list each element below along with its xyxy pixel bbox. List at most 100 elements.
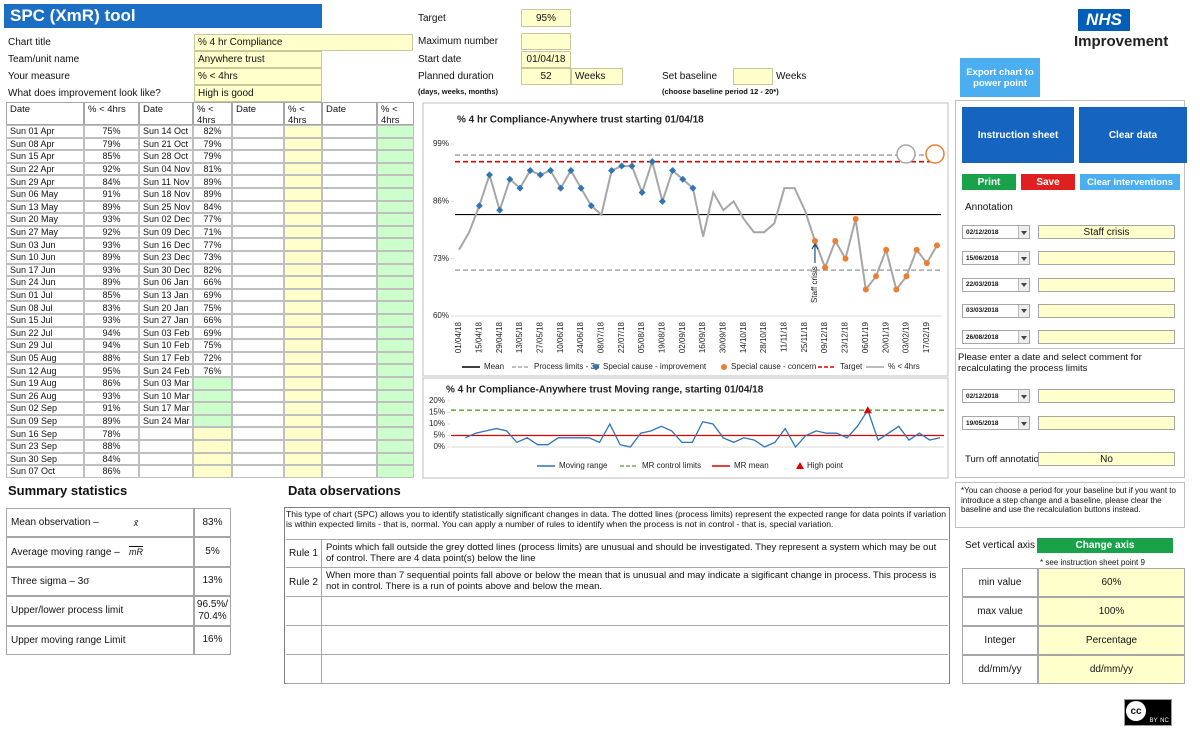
dropdown-arrow[interactable] — [1018, 226, 1029, 238]
table-value — [193, 389, 232, 403]
start-value[interactable]: 01/04/18 — [521, 51, 571, 68]
date-dropdown[interactable]: 26/08/2018 — [962, 330, 1030, 345]
field-value[interactable]: High is good — [194, 85, 322, 102]
dropdown-arrow[interactable] — [1018, 331, 1029, 344]
table-date: Sun 23 Sep — [6, 440, 84, 453]
axis-name: Integer — [962, 626, 1038, 655]
date-dropdown[interactable]: 02/12/2018 — [962, 389, 1030, 403]
max-value[interactable] — [521, 33, 571, 50]
legend-label: Process limits - 3σ — [534, 362, 600, 371]
table-value: 77% — [193, 213, 232, 226]
axis-value[interactable]: 60% — [1038, 568, 1185, 597]
change-axis-button[interactable]: Change axis — [1037, 538, 1173, 553]
dropdown-arrow[interactable] — [1018, 252, 1029, 265]
table-date — [232, 162, 284, 176]
x-tick-label: 29/04/18 — [495, 321, 504, 353]
table-date: Sun 24 Mar — [139, 414, 193, 428]
clear-data-button[interactable]: Clear data — [1079, 107, 1187, 163]
table-value: 83% — [84, 301, 139, 314]
baseline-label: Set baseline — [662, 71, 718, 82]
table-date — [232, 377, 284, 390]
target-value[interactable]: 95% — [521, 9, 571, 27]
date-dropdown[interactable]: 15/06/2018 — [962, 251, 1030, 266]
axis-value[interactable]: Percentage — [1038, 626, 1185, 655]
table-value — [377, 150, 414, 163]
clear-interventions-button[interactable]: Clear interventions — [1080, 174, 1180, 190]
dropdown-arrow[interactable] — [1018, 304, 1029, 317]
legend-marker — [592, 363, 600, 371]
table-date: Sun 11 Nov — [139, 175, 193, 188]
axis-name: dd/mm/yy — [962, 655, 1038, 684]
table-date: Sun 30 Sep — [6, 452, 84, 466]
marker-diamond — [577, 184, 585, 192]
duration-value[interactable]: 52 — [521, 68, 571, 85]
table-date: Sun 15 Jul — [6, 314, 84, 327]
marker-circle — [934, 242, 940, 249]
x-tick-label: 23/12/18 — [841, 321, 850, 353]
logo-text: Improvement — [1074, 32, 1169, 50]
table-date — [232, 301, 284, 314]
axis-value[interactable]: 100% — [1038, 597, 1185, 626]
baseline-value[interactable] — [733, 68, 773, 85]
x-tick-label: 17/02/19 — [922, 321, 931, 353]
annotation-comment[interactable]: Staff crisis — [1038, 225, 1175, 239]
table-value — [284, 263, 322, 277]
start-label: Start date — [418, 54, 462, 65]
date-dropdown[interactable]: 22/03/2018 — [962, 277, 1030, 292]
table-date — [322, 339, 377, 352]
field-value[interactable]: % 4 hr Compliance — [194, 34, 413, 51]
variation-icon — [896, 144, 916, 164]
annotation-comment[interactable] — [1038, 303, 1175, 318]
chart-title: % 4 hr Compliance-Anywhere trust startin… — [457, 115, 704, 126]
turn-off-value[interactable]: No — [1038, 452, 1175, 466]
field-value[interactable]: % < 4hrs — [194, 68, 322, 85]
table-value — [377, 414, 414, 428]
marker-diamond — [486, 171, 494, 179]
marker-diamond — [536, 171, 544, 179]
table-value — [377, 276, 414, 289]
axis-name: max value — [962, 597, 1038, 626]
table-value: 89% — [193, 188, 232, 201]
dropdown-arrow[interactable] — [1018, 278, 1029, 291]
table-date — [232, 402, 284, 415]
recalc-comment[interactable] — [1038, 389, 1175, 403]
recalc-comment[interactable] — [1038, 416, 1175, 430]
table-value — [284, 162, 322, 176]
table-date: Sun 25 Nov — [139, 200, 193, 214]
duration-unit[interactable]: Weeks — [571, 68, 623, 85]
table-value — [284, 301, 322, 314]
table-date: Sun 14 Oct — [139, 125, 193, 138]
table-value: 81% — [193, 162, 232, 176]
annotation-comment[interactable] — [1038, 330, 1175, 345]
dropdown-arrow[interactable] — [1018, 417, 1029, 429]
print-button[interactable]: Print — [962, 174, 1016, 190]
table-date — [232, 427, 284, 440]
x-tick-label: 14/10/18 — [739, 321, 748, 353]
annotation-comment[interactable] — [1038, 251, 1175, 266]
rule-text — [322, 626, 948, 655]
legend-label: High point — [807, 461, 844, 470]
table-value — [377, 377, 414, 390]
date-dropdown[interactable]: 02/12/2018 — [962, 225, 1030, 239]
table-date: Sun 13 May — [6, 200, 84, 214]
table-date — [232, 351, 284, 365]
annotation-comment[interactable] — [1038, 277, 1175, 292]
date-dropdown[interactable]: 19/05/2018 — [962, 416, 1030, 430]
field-value[interactable]: Anywhere trust — [194, 51, 322, 68]
x-tick-label: 22/07/18 — [617, 321, 626, 353]
save-button[interactable]: Save — [1021, 174, 1075, 190]
dropdown-arrow[interactable] — [1018, 390, 1029, 402]
date-dropdown[interactable]: 03/03/2018 — [962, 303, 1030, 318]
table-date — [322, 263, 377, 277]
axis-value[interactable]: dd/mm/yy — [1038, 655, 1185, 684]
instruction-button[interactable]: Instruction sheet — [962, 107, 1074, 163]
marker-diamond — [638, 189, 646, 197]
marker-circle — [883, 246, 890, 253]
legend-label: % < 4hrs — [888, 362, 920, 371]
table-value — [284, 440, 322, 453]
rule-text — [322, 655, 948, 684]
summary-label: Upper moving range Limit — [6, 625, 194, 655]
export-button[interactable]: Export chart to power point — [960, 58, 1040, 97]
